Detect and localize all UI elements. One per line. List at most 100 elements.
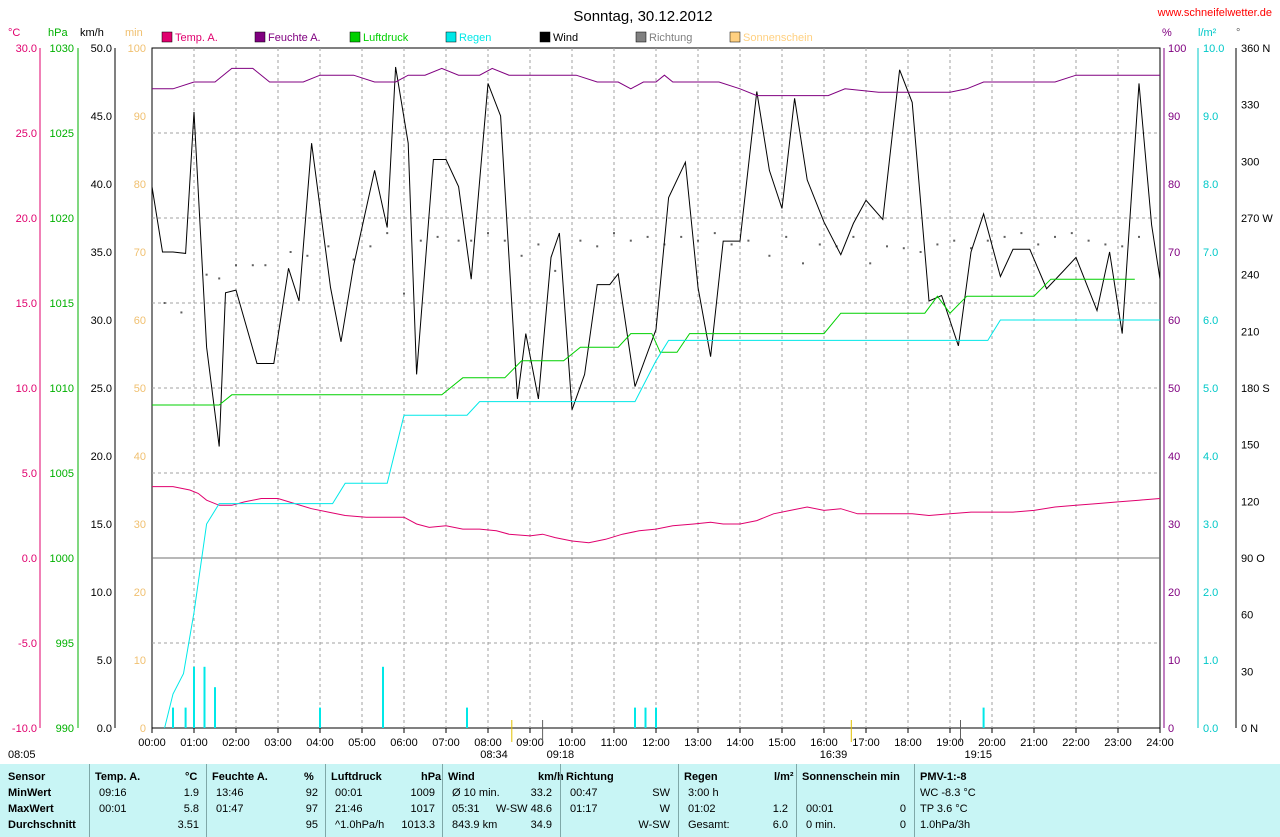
weather-chart: 30.025.020.015.010.05.00.0-5.0-10.010301…	[8, 7, 1273, 761]
time-tick-label: 09:00	[516, 737, 544, 749]
start-marker-label: 08:05	[8, 749, 36, 761]
direction-dot	[936, 243, 939, 246]
rain-tick-label: 9.0	[1203, 111, 1218, 123]
legend-label: Feuchte A.	[268, 32, 321, 44]
marker-label: 09:18	[547, 749, 575, 761]
direction-tick-label: 180 S	[1241, 383, 1270, 395]
humidity-tick-label: 30	[1168, 519, 1180, 531]
wind-tick-label: 10.0	[91, 587, 112, 599]
unit-label: l/m²	[1198, 27, 1217, 39]
stats-cell-time: 01:02	[688, 803, 716, 815]
stats-cell-value: 97	[305, 803, 318, 815]
direction-dot	[768, 254, 771, 257]
site-link[interactable]: www.schneifelwetter.de	[1157, 7, 1272, 19]
stats-column-unit: km/h	[538, 771, 564, 783]
direction-dot	[235, 264, 237, 267]
time-tick-label: 20:00	[978, 737, 1006, 749]
stats-cell-time: 05:31	[452, 803, 480, 815]
temp-tick-label: 20.0	[16, 213, 37, 225]
stats-cell-value: 3.51	[177, 819, 199, 831]
legend-label: Luftdruck	[363, 32, 409, 44]
direction-dot	[1054, 235, 1056, 238]
series-line-wind	[151, 66, 1161, 447]
direction-dot	[1020, 232, 1023, 235]
stats-cell-time: 01:47	[216, 803, 244, 815]
rain-bar	[382, 666, 384, 728]
legend-swatch	[445, 31, 457, 43]
stats-column-separator	[206, 764, 207, 837]
pressure-tick-label: 1030	[50, 43, 74, 55]
unit-label: %	[1162, 27, 1172, 39]
direction-dot	[205, 273, 208, 276]
direction-dot	[327, 245, 330, 248]
temp-tick-label: -5.0	[18, 638, 37, 650]
direction-dot	[436, 235, 439, 238]
direction-dot	[386, 232, 389, 235]
stats-cell: WC -8.3 °C	[920, 787, 976, 799]
rain-bar	[634, 707, 636, 728]
direction-tick-label: 60	[1241, 610, 1253, 622]
direction-dot	[470, 239, 473, 242]
stats-cell-time: Gesamt:	[688, 819, 730, 831]
wind-tick-label: 30.0	[91, 315, 112, 327]
stats-cell-time: 00:01	[99, 803, 127, 815]
grid	[151, 47, 1161, 729]
stats-cell-time: 21:46	[335, 803, 363, 815]
stats-column-title: Temp. A.	[95, 771, 141, 783]
legend-label: Richtung	[649, 32, 692, 44]
direction-dot	[818, 243, 821, 246]
direction-dot	[902, 247, 905, 250]
pressure-tick-label: 1020	[50, 213, 74, 225]
direction-dot	[457, 239, 460, 242]
time-tick-label: 15:00	[768, 737, 796, 749]
legend-item: Regen	[445, 31, 491, 44]
series-line-luftdruck	[152, 278, 1135, 406]
direction-dot	[713, 232, 716, 235]
direction-dot	[785, 235, 788, 238]
pressure-tick-label: 1010	[50, 383, 74, 395]
direction-dot	[970, 247, 972, 250]
sun-tick-label: 10	[134, 655, 146, 667]
pressure-tick-label: 990	[56, 723, 74, 735]
stats-cell-time: 09:16	[99, 787, 127, 799]
stats-column-separator	[560, 764, 561, 837]
time-tick-label: 03:00	[264, 737, 292, 749]
stats-cell-value: 1009	[410, 787, 435, 799]
marker-label: 16:39	[820, 749, 848, 761]
humidity-tick-label: 90	[1168, 111, 1180, 123]
time-tick-label: 17:00	[852, 737, 880, 749]
wind-tick-label: 45.0	[91, 111, 112, 123]
temp-tick-label: 30.0	[16, 43, 37, 55]
rain-tick-label: 10.0	[1203, 43, 1224, 55]
sun-tick-label: 100	[128, 43, 146, 55]
time-tick-label: 01:00	[180, 737, 208, 749]
legend-label: Sonnenschein	[743, 32, 813, 44]
sun-tick-label: 60	[134, 315, 146, 327]
direction-dot	[680, 235, 683, 238]
time-tick-label: 08:00	[474, 737, 502, 749]
rain-tick-label: 3.0	[1203, 519, 1218, 531]
time-tick-label: 04:00	[306, 737, 334, 749]
stats-cell-value: 0	[899, 803, 906, 815]
stats-column-unit: %	[304, 771, 314, 783]
legend-label: Temp. A.	[175, 32, 218, 44]
wind-tick-label: 35.0	[91, 247, 112, 259]
direction-dot	[403, 292, 405, 295]
direction-tick-label: 300	[1241, 156, 1259, 168]
sun-tick-label: 80	[134, 179, 146, 191]
unit-label: °C	[8, 27, 20, 39]
legend-item: Sonnenschein	[729, 31, 813, 44]
rain-bar	[466, 707, 468, 728]
direction-tick-label: 210	[1241, 326, 1259, 338]
stats-column-separator	[89, 764, 90, 837]
stats-cell-value: 1.9	[183, 787, 199, 799]
direction-dot	[1087, 239, 1090, 242]
sun-tick-label: 40	[134, 451, 146, 463]
sun-tick-label: 70	[134, 247, 146, 259]
legend-swatch	[729, 31, 741, 43]
pressure-tick-label: 1005	[50, 468, 74, 480]
stats-cell-value: 33.2	[530, 787, 552, 799]
time-tick-label: 18:00	[894, 737, 922, 749]
sun-tick-label: 20	[134, 587, 146, 599]
rain-bar	[184, 707, 187, 728]
